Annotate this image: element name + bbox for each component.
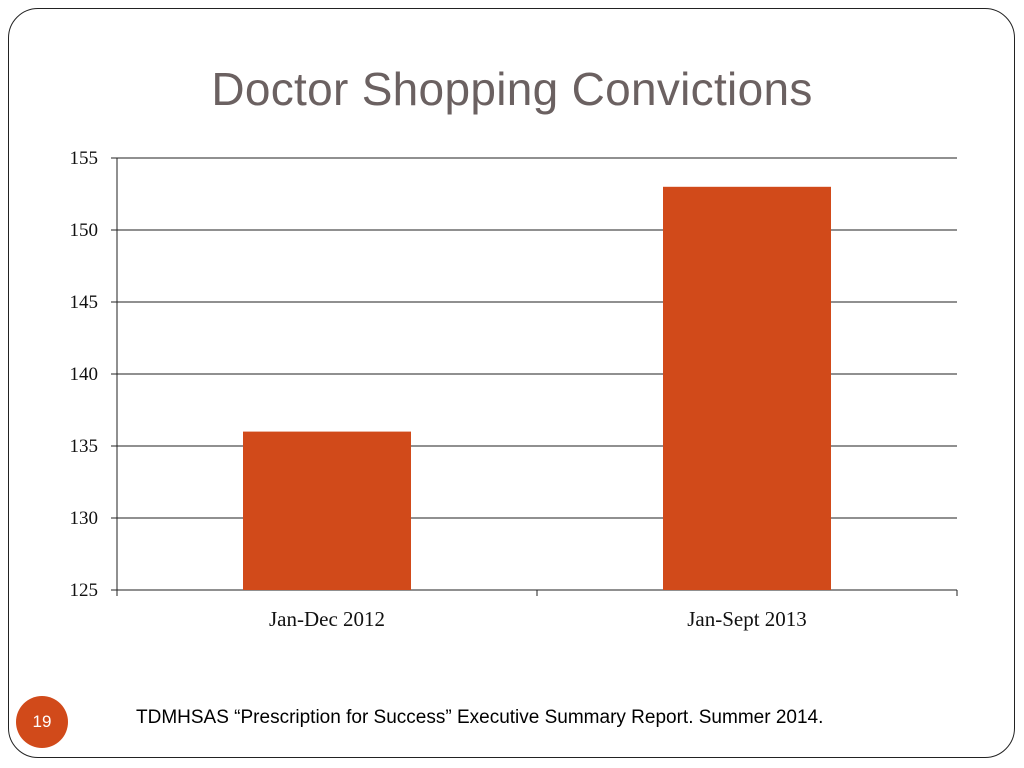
y-tick-label: 130 — [70, 508, 99, 529]
bar — [663, 186, 831, 591]
y-tick-label: 150 — [70, 220, 99, 241]
y-tick-label: 140 — [70, 364, 99, 385]
y-tick-label: 145 — [70, 292, 99, 313]
x-category-label: Jan-Dec 2012 — [269, 607, 385, 631]
y-tick-label: 135 — [70, 436, 99, 457]
slide-title: Doctor Shopping Convictions — [211, 63, 813, 115]
y-tick-label: 125 — [70, 580, 99, 601]
bar — [243, 431, 411, 590]
page-number-badge: 19 — [16, 696, 68, 748]
slide-frame — [8, 8, 1015, 758]
source-citation: TDMHSAS “Prescription for Success” Execu… — [136, 707, 824, 728]
x-category-label: Jan-Sept 2013 — [687, 607, 807, 631]
y-tick-label: 155 — [70, 148, 99, 169]
